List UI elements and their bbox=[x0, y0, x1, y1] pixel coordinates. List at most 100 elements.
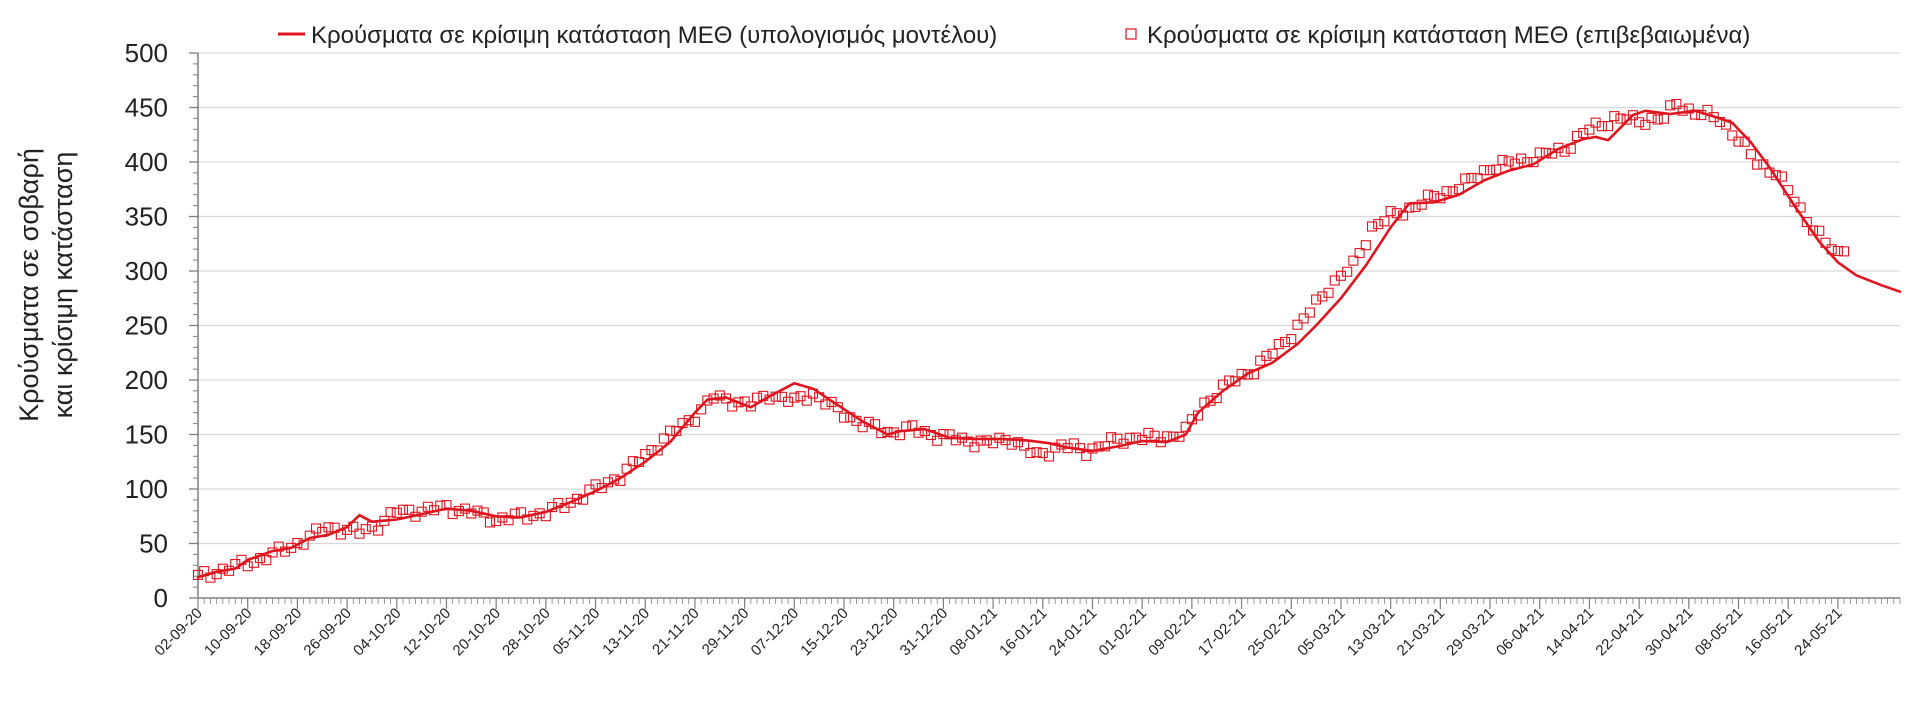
observed-marker bbox=[1503, 156, 1514, 167]
observed-marker bbox=[1733, 136, 1744, 147]
legend-model-label: Κρούσματα σε κρίσιμη κατάσταση ΜΕΘ (υπολ… bbox=[311, 22, 997, 49]
observed-marker bbox=[733, 397, 744, 408]
x-tick-label: 31-12-20 bbox=[897, 605, 951, 659]
observed-marker bbox=[1627, 110, 1638, 121]
observed-marker bbox=[1441, 186, 1452, 197]
x-tick-label: 24-05-21 bbox=[1791, 605, 1845, 659]
observed-marker bbox=[1460, 173, 1471, 184]
observed-marker bbox=[1814, 225, 1825, 236]
x-tick-label: 05-03-21 bbox=[1294, 605, 1348, 659]
y-tick-label: 450 bbox=[125, 93, 168, 123]
model-line bbox=[196, 109, 1902, 579]
y-tick-label: 100 bbox=[125, 474, 168, 504]
observed-marker bbox=[571, 493, 582, 504]
x-tick-label: 21-03-21 bbox=[1394, 605, 1448, 659]
observed-marker bbox=[1609, 111, 1620, 122]
series-model bbox=[196, 109, 1902, 579]
observed-marker bbox=[1037, 448, 1048, 459]
observed-marker bbox=[1242, 369, 1253, 380]
observed-marker bbox=[1360, 240, 1371, 251]
y-tick-label: 300 bbox=[125, 256, 168, 286]
observed-marker bbox=[422, 501, 433, 512]
x-tick-label: 23-12-20 bbox=[847, 605, 901, 659]
x-tick-label: 09-02-21 bbox=[1145, 605, 1199, 659]
observed-marker bbox=[683, 415, 694, 426]
observed-marker bbox=[1317, 291, 1328, 302]
observed-marker bbox=[1354, 247, 1365, 259]
observed-marker bbox=[1665, 100, 1676, 111]
y-tick-label: 500 bbox=[125, 38, 168, 68]
observed-marker bbox=[1205, 395, 1216, 406]
observed-marker bbox=[1429, 191, 1440, 202]
observed-marker bbox=[1652, 114, 1663, 125]
legend: Κρούσματα σε κρίσιμη κατάσταση ΜΕΘ (υπολ… bbox=[278, 22, 1750, 49]
observed-marker bbox=[484, 517, 495, 528]
x-tick-label: 21-11-20 bbox=[649, 605, 703, 659]
legend-observed-label: Κρούσματα σε κρίσιμη κατάσταση ΜΕΘ (επιβ… bbox=[1147, 22, 1750, 49]
x-tick-label: 08-05-21 bbox=[1692, 605, 1746, 659]
observed-marker bbox=[1416, 199, 1427, 210]
observed-marker bbox=[1770, 170, 1781, 181]
observed-marker bbox=[652, 445, 663, 456]
observed-marker bbox=[1646, 112, 1657, 123]
observed-marker bbox=[1534, 147, 1545, 158]
observed-marker bbox=[627, 456, 638, 467]
observed-marker bbox=[665, 425, 676, 436]
observed-marker bbox=[242, 561, 253, 572]
observed-marker bbox=[596, 482, 607, 494]
observed-marker bbox=[1230, 376, 1241, 387]
x-tick-label: 16-05-21 bbox=[1742, 605, 1796, 659]
observed-marker bbox=[913, 427, 924, 438]
observed-marker bbox=[1671, 98, 1682, 110]
observed-marker bbox=[1634, 117, 1645, 128]
y-axis-ticks: 0 50 100 150 200 250 300 350 400 450 500 bbox=[125, 38, 198, 613]
observed-marker bbox=[1267, 348, 1278, 359]
x-tick-label: 29-11-20 bbox=[699, 605, 753, 659]
x-tick-label: 10-09-20 bbox=[201, 605, 255, 659]
x-tick-label: 07-12-20 bbox=[748, 605, 802, 659]
observed-marker bbox=[1211, 393, 1222, 404]
observed-marker bbox=[950, 435, 961, 446]
observed-marker bbox=[1012, 437, 1023, 448]
observed-marker bbox=[1143, 427, 1154, 438]
observed-marker bbox=[1323, 287, 1334, 298]
observed-marker bbox=[1087, 443, 1098, 454]
observed-marker bbox=[404, 504, 415, 515]
observed-marker bbox=[310, 523, 322, 534]
observed-marker bbox=[373, 525, 384, 536]
observed-marker bbox=[360, 524, 371, 535]
observed-marker bbox=[702, 395, 713, 406]
observed-marker bbox=[1385, 206, 1396, 217]
observed-marker bbox=[1484, 165, 1496, 176]
observed-marker bbox=[261, 555, 272, 566]
observed-marker bbox=[981, 435, 992, 446]
observed-marker bbox=[1832, 245, 1843, 257]
observed-marker bbox=[1640, 119, 1651, 130]
y-axis-label-line-1: Κρούσματα σε σοβαρή bbox=[14, 148, 44, 422]
observed-marker bbox=[646, 445, 657, 456]
observed-marker bbox=[1043, 451, 1055, 462]
x-tick-label: 30-04-21 bbox=[1642, 605, 1696, 659]
grid-lines bbox=[198, 52, 1900, 545]
observed-marker bbox=[1584, 124, 1595, 135]
observed-marker bbox=[1149, 430, 1160, 441]
observed-marker bbox=[466, 508, 477, 519]
y-tick-label: 50 bbox=[139, 529, 168, 559]
x-tick-label: 06-04-21 bbox=[1493, 605, 1547, 659]
observed-marker bbox=[801, 395, 812, 406]
observed-marker bbox=[932, 435, 943, 446]
observed-marker bbox=[820, 399, 831, 410]
observed-marker bbox=[1801, 217, 1812, 228]
observed-marker bbox=[1366, 221, 1378, 232]
observed-marker bbox=[1279, 336, 1291, 348]
observed-marker bbox=[1497, 154, 1508, 166]
observed-marker bbox=[1261, 350, 1272, 361]
x-tick-label: 12-10-20 bbox=[400, 605, 454, 659]
observed-marker bbox=[1106, 432, 1117, 443]
y-tick-label: 250 bbox=[125, 311, 168, 341]
x-tick-label: 04-10-20 bbox=[350, 605, 404, 659]
observed-marker bbox=[963, 436, 974, 447]
observed-marker bbox=[1311, 294, 1322, 305]
observed-marker bbox=[1304, 307, 1315, 318]
